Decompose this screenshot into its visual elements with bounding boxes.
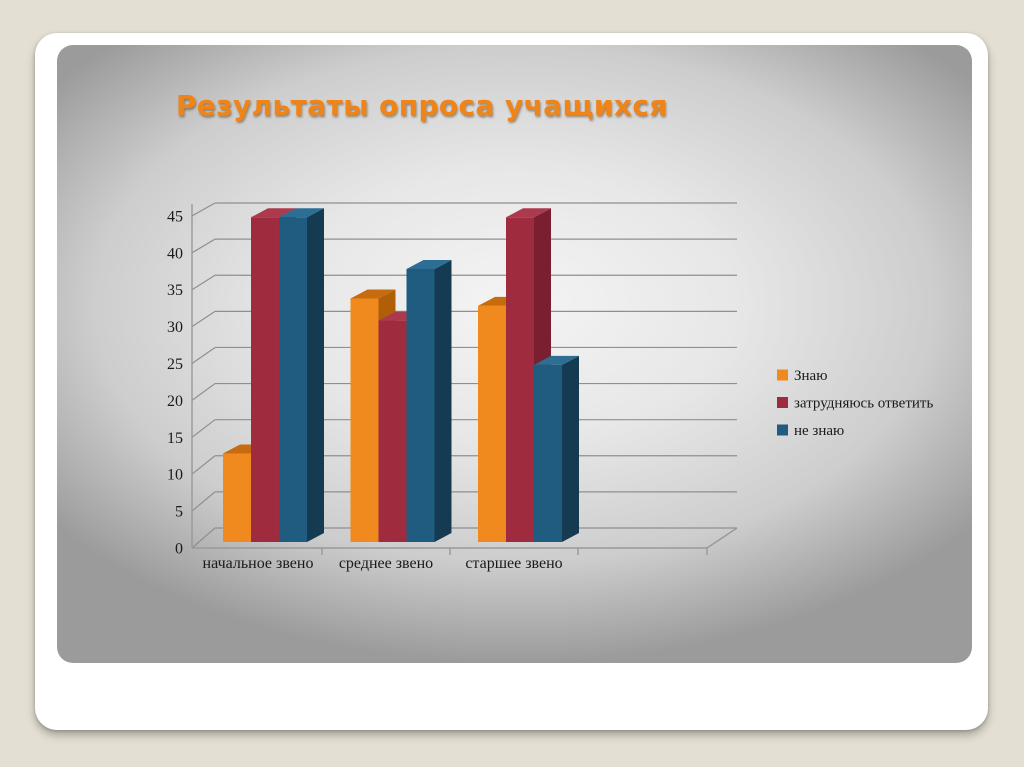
- y-tick-label: 40: [167, 245, 183, 262]
- slide-card: Результаты опроса учащихся 0 5 10 15 20 25 30 3…: [35, 33, 988, 730]
- gridline-connector: [191, 527, 216, 549]
- bar-2-cat-1: [251, 217, 279, 542]
- x-category-label: старшее звено: [465, 555, 562, 572]
- slide-title: Результаты опроса учащихся: [176, 89, 668, 122]
- bar-3-cat-1: [279, 217, 307, 542]
- gridline-connector: [191, 346, 216, 364]
- bar-1-cat-2: [350, 298, 379, 542]
- legend-swatch: [777, 397, 788, 408]
- gridline-connector: [191, 419, 216, 438]
- gridline-connector: [191, 274, 216, 291]
- chart-panel: Результаты опроса учащихся 0 5 10 15 20 25 30 3…: [57, 45, 972, 663]
- bar-top-face: [350, 289, 396, 299]
- y-tick-label: 5: [175, 504, 183, 521]
- bar-3-cat-2: [406, 268, 435, 542]
- bar-top-face: [506, 208, 551, 218]
- x-category-label: начальное звено: [203, 555, 314, 572]
- gridline-connector: [191, 455, 216, 475]
- bar-1-cat-1: [223, 453, 251, 542]
- bar-top-face: [251, 208, 296, 218]
- bar-1-cat-3: [478, 305, 506, 542]
- y-tick-label: 20: [167, 393, 183, 410]
- gridline-connector: [191, 202, 216, 217]
- y-tick-label: 45: [167, 208, 183, 225]
- gridline-connector: [191, 383, 216, 401]
- bar-top-face: [279, 208, 324, 218]
- legend-label: затрудняюсь ответить: [794, 396, 933, 412]
- bar-chart: 0 5 10 15 20 25 30 35 40 45 начальное звено среднее…: [167, 202, 933, 572]
- bar-top-face: [406, 259, 452, 269]
- bar-side-face: [434, 259, 452, 542]
- legend-swatch: [777, 369, 788, 381]
- y-tick-label: 10: [167, 467, 183, 484]
- bar-top-face: [534, 355, 579, 365]
- gridline-connector: [191, 238, 216, 254]
- y-tick-label: 15: [167, 430, 183, 447]
- legend-label: Знаю: [794, 368, 827, 384]
- bar-side-face: [307, 208, 324, 542]
- legend-swatch: [777, 424, 788, 436]
- gridline-connector: [191, 491, 216, 512]
- bar-2-cat-2: [378, 320, 407, 542]
- bar-3-cat-3: [534, 364, 562, 542]
- y-tick-label: 30: [167, 319, 183, 336]
- gridline-connector: [191, 310, 216, 328]
- x-axis-depth-edge: [706, 527, 738, 549]
- x-category-label: среднее звено: [339, 555, 433, 572]
- legend-label: не знаю: [794, 423, 844, 439]
- bar-side-face: [562, 355, 579, 542]
- y-tick-label: 25: [167, 356, 183, 373]
- y-tick-label: 0: [175, 541, 183, 558]
- bar-2-cat-3: [506, 217, 534, 542]
- y-tick-label: 35: [167, 282, 183, 299]
